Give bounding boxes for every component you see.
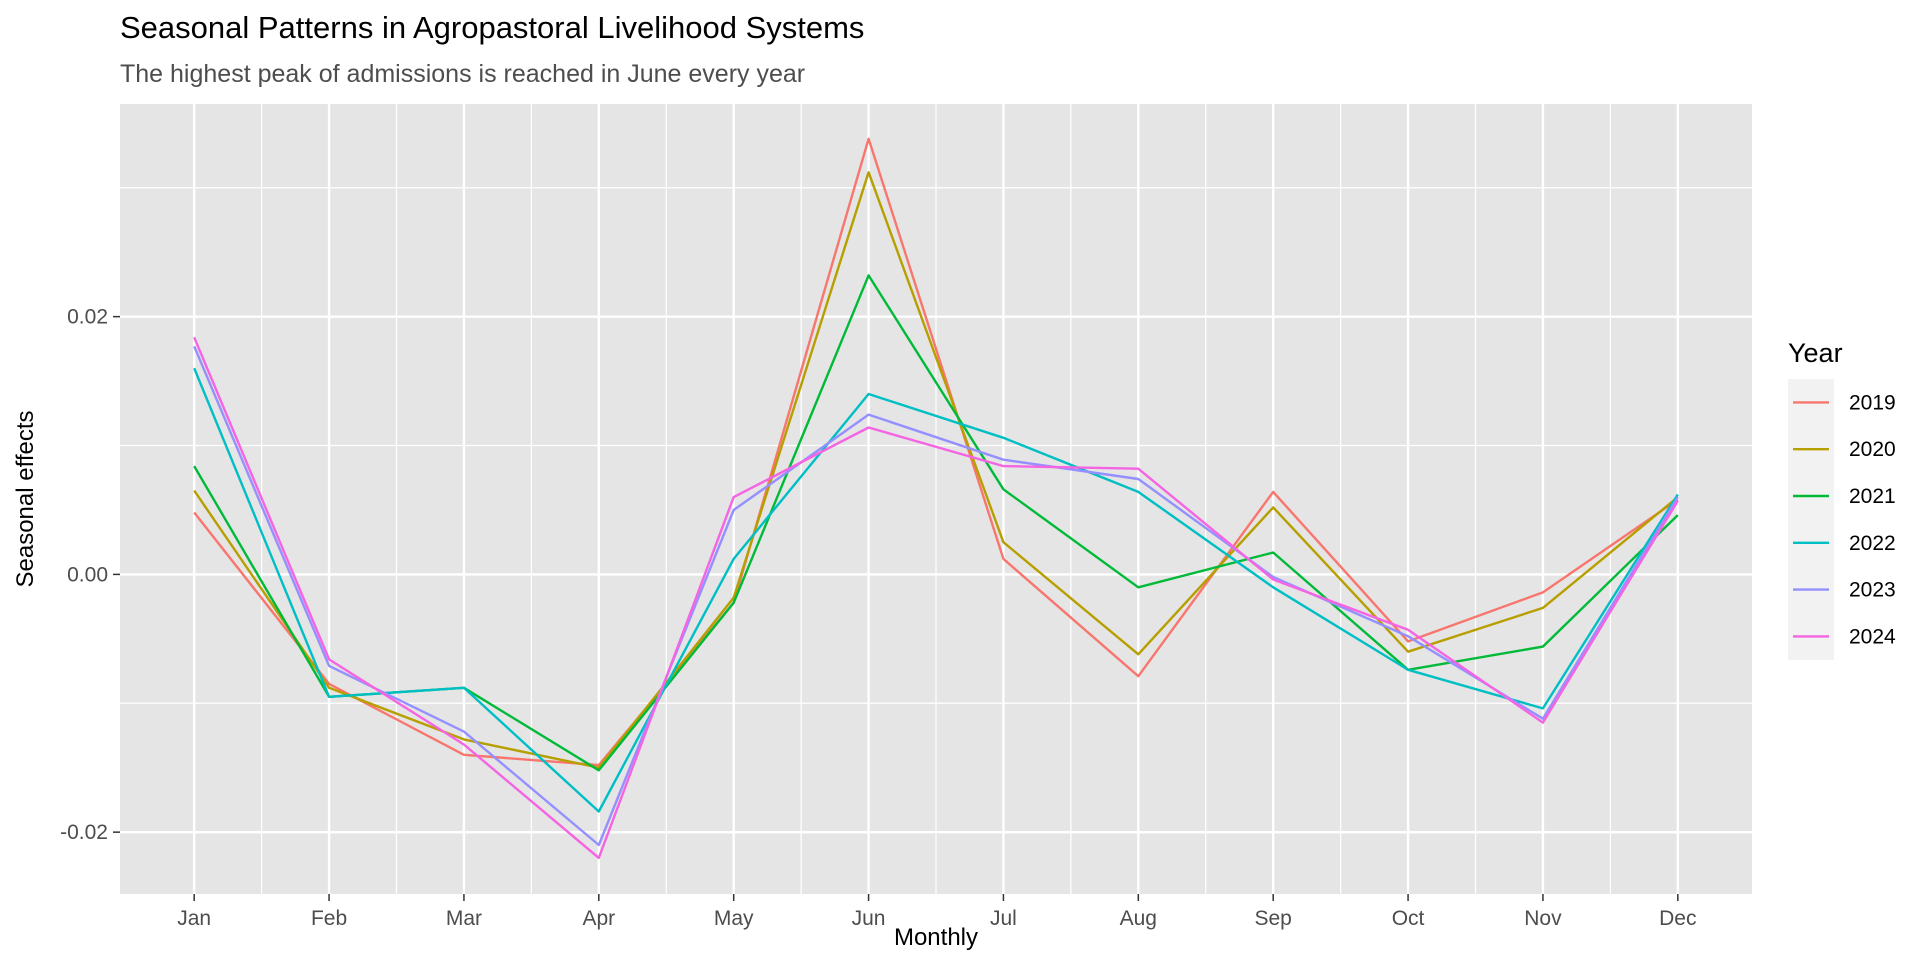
legend-key-background: [1788, 379, 1834, 660]
legend-label-2021: 2021: [1849, 485, 1896, 508]
x-tick-label: Jul: [990, 907, 1017, 930]
legend-items: 2019 2020 2021 2022 2023 2024: [1793, 391, 1896, 648]
x-axis-title: Monthly: [894, 924, 978, 951]
series-line-2022: [193, 367, 1679, 813]
legend-label-2020: 2020: [1849, 438, 1896, 461]
y-tick-label: -0.02: [60, 821, 108, 844]
y-tick-label: 0.00: [67, 563, 108, 586]
legend-label-2024: 2024: [1849, 625, 1896, 648]
x-axis: Jan Feb Mar Apr May Jun Jul Aug Sep Oct Nov Dec: [177, 894, 1696, 930]
x-tick-label: Dec: [1659, 907, 1696, 930]
x-tick-label: Feb: [311, 907, 347, 930]
x-tick-label: Jan: [177, 907, 211, 930]
x-tick-label: Aug: [1120, 907, 1157, 930]
legend-label-2023: 2023: [1849, 579, 1896, 602]
legend-label-2019: 2019: [1849, 391, 1896, 414]
minor-gridlines: [120, 104, 1752, 894]
legend-title: Year: [1788, 338, 1843, 368]
x-tick-label: Oct: [1392, 907, 1425, 930]
x-tick-label: Nov: [1524, 907, 1562, 930]
series-lines: [193, 137, 1679, 860]
series-line-2023: [193, 345, 1679, 847]
legend-label-2022: 2022: [1849, 532, 1896, 555]
chart-title: Seasonal Patterns in Agropastoral Liveli…: [120, 10, 864, 45]
series-line-2019: [193, 137, 1679, 767]
x-tick-label: Jun: [852, 907, 886, 930]
x-tick-label: Sep: [1255, 907, 1292, 930]
x-tick-label: Apr: [582, 907, 615, 930]
y-axis-title: Seasonal effects: [12, 410, 39, 587]
series-line-2024: [193, 336, 1679, 860]
x-tick-label: May: [714, 907, 754, 930]
y-tick-label: 0.02: [67, 306, 108, 329]
legend: Year 2019 2020 2021 2022 2023 2024: [1788, 338, 1896, 660]
x-tick-label: Mar: [446, 907, 482, 930]
y-axis: -0.02 0.00 0.02: [60, 306, 120, 844]
chart-subtitle: The highest peak of admissions is reache…: [120, 60, 805, 88]
